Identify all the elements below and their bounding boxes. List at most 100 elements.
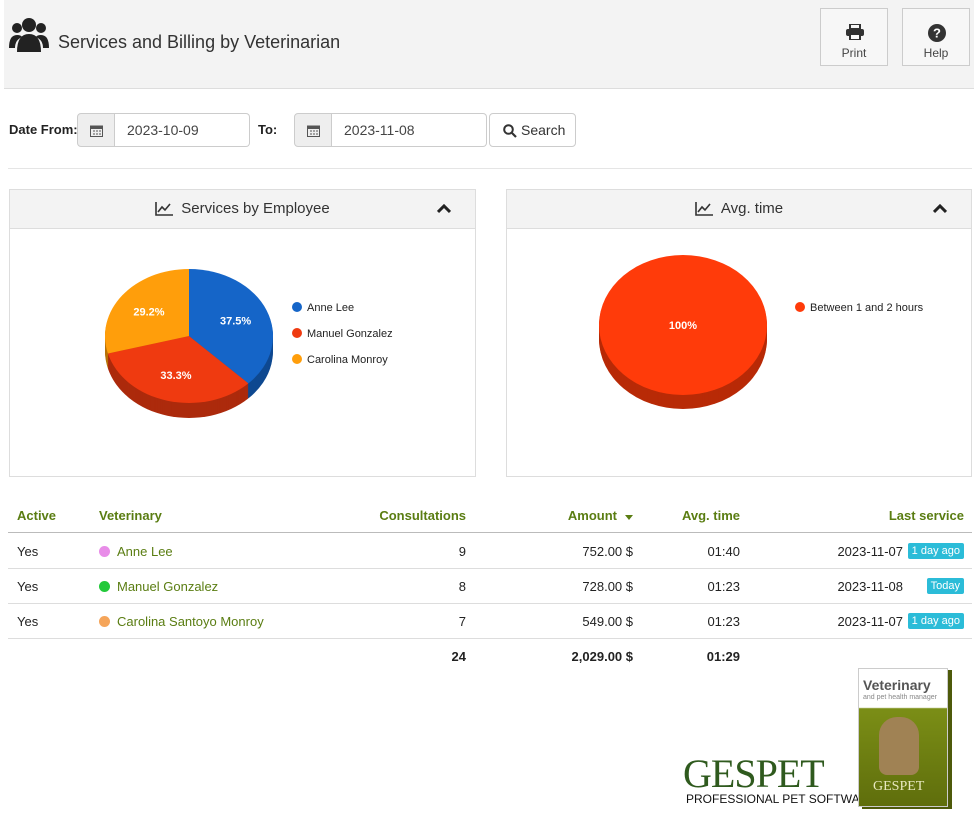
divider: [8, 168, 972, 169]
print-button[interactable]: Print: [820, 8, 888, 66]
search-label: Search: [521, 122, 566, 138]
print-icon: [846, 24, 864, 40]
box-subtitle: and pet health manager: [863, 694, 937, 701]
slice-label: 33.3%: [160, 370, 191, 382]
sort-caret-shape: [625, 515, 633, 520]
brand-logo: GESPET: [683, 751, 825, 796]
panel-header: Avg. time: [507, 190, 971, 229]
panel-title: Services by Employee: [181, 200, 330, 217]
calendar-addon: [294, 113, 332, 147]
consultations-cell: 8: [458, 579, 466, 594]
row-line: [8, 532, 972, 533]
help-label: Help: [923, 46, 949, 60]
pie-slice: [107, 336, 249, 403]
pie-chart: 100% Between 1 and 2 hours: [599, 255, 924, 409]
print-label: Print: [841, 46, 867, 60]
status-dot: [99, 546, 110, 557]
column-header: Avg. time: [681, 508, 740, 523]
pie-slice: [599, 255, 767, 395]
column-header: Amount: [567, 508, 617, 523]
caret-shape: [933, 204, 947, 214]
avg-time-cell: 01:40: [707, 544, 740, 559]
pie-slice: [189, 269, 273, 384]
users-icon: [9, 18, 49, 52]
panel-header: Services by Employee: [10, 190, 475, 229]
amount-cell: 549.00 $: [582, 614, 633, 629]
consultations-cell: 7: [458, 614, 466, 629]
chart-icon: [695, 202, 713, 216]
column-header: Active: [17, 508, 57, 523]
consultations-cell: 9: [458, 544, 466, 559]
pie-slice: [104, 269, 189, 354]
slice-label: 100%: [669, 320, 697, 332]
active-cell: Yes: [17, 544, 39, 559]
total-cell: 2,029.00 $: [571, 649, 633, 664]
help-button[interactable]: ? Help: [902, 8, 970, 66]
active-cell: Yes: [17, 614, 39, 629]
panel-title: Avg. time: [720, 200, 784, 217]
row-line: [8, 638, 972, 639]
svg-text:?: ?: [933, 26, 941, 41]
caret-shape: [437, 204, 451, 214]
collapse-caret[interactable]: [933, 204, 947, 214]
last-service-date: 2023-11-08: [837, 579, 903, 594]
slice-label: 29.2%: [133, 307, 164, 319]
legend-swatch: [292, 302, 302, 312]
box-logo: GESPET: [873, 779, 925, 794]
date-from-input[interactable]: 2023-10-09: [115, 113, 250, 147]
column-header: Veterinary: [99, 508, 162, 523]
recency-badge: 1 day ago: [907, 543, 964, 559]
chart-icon: [155, 202, 174, 216]
cat-image: [879, 717, 919, 775]
legend-label: Carolina Monroy: [307, 354, 388, 366]
amount-cell: 752.00 $: [582, 544, 633, 559]
legend-label: Anne Lee: [307, 302, 354, 314]
legend-swatch: [292, 354, 302, 364]
help-icon: ?: [928, 24, 946, 42]
search-button[interactable]: Search: [489, 113, 576, 147]
total-cell: 01:29: [706, 649, 740, 664]
recency-badge: Today: [926, 578, 964, 594]
pie-chart: 37.5% Anne Lee 33.3% Manuel Gonzalez 29.2% Ca…: [104, 269, 393, 418]
box-title: Veterinary: [863, 677, 931, 693]
row-line: [8, 568, 972, 569]
collapse-caret[interactable]: [437, 204, 451, 214]
vet-name[interactable]: Manuel Gonzalez: [117, 579, 219, 594]
column-header: Last service: [888, 508, 964, 523]
avg-time-cell: 01:23: [707, 579, 740, 594]
vet-name[interactable]: Carolina Santoyo Monroy: [117, 614, 264, 629]
recency-badge: 1 day ago: [907, 613, 964, 629]
last-service-date: 2023-11-07: [837, 614, 903, 629]
amount-cell: 728.00 $: [582, 579, 633, 594]
date-to-input[interactable]: 2023-11-08: [332, 113, 487, 147]
page-title: Services and Billing by Veterinarian: [58, 32, 341, 52]
status-dot: [99, 581, 110, 592]
slice-label: 37.5%: [220, 316, 251, 328]
date-to-label: To:: [258, 122, 278, 137]
legend-swatch: [292, 328, 302, 338]
total-cell: 24: [451, 649, 466, 664]
sort-caret: [625, 515, 633, 520]
last-service-date: 2023-11-07: [837, 544, 903, 559]
vet-name[interactable]: Anne Lee: [117, 544, 173, 559]
calendar-addon: [77, 113, 115, 147]
legend-label: Manuel Gonzalez: [307, 328, 393, 340]
legend-swatch: [795, 302, 805, 312]
date-from-label: Date From:: [9, 122, 78, 137]
avg-time-cell: 01:23: [707, 614, 740, 629]
brand-tagline: PROFESSIONAL PET SOFTWARE: [686, 792, 877, 806]
calendar-icon: [307, 125, 320, 137]
product-box: Veterinary and pet health manager GESPET: [858, 668, 948, 807]
top-bar: Services and Billing by Veterinarian Pri…: [4, 0, 974, 89]
chart-panel: Services by Employee 37.5% Anne Lee 33.3% Ma…: [9, 189, 476, 477]
column-header: Consultations: [379, 508, 466, 523]
row-line: [8, 603, 972, 604]
active-cell: Yes: [17, 579, 39, 594]
chart-panel: Avg. time 100% Between 1 and 2 hours: [506, 189, 972, 477]
calendar-icon: [90, 125, 103, 137]
status-dot: [99, 616, 110, 627]
legend-label: Between 1 and 2 hours: [810, 302, 924, 314]
search-icon: [503, 124, 517, 138]
